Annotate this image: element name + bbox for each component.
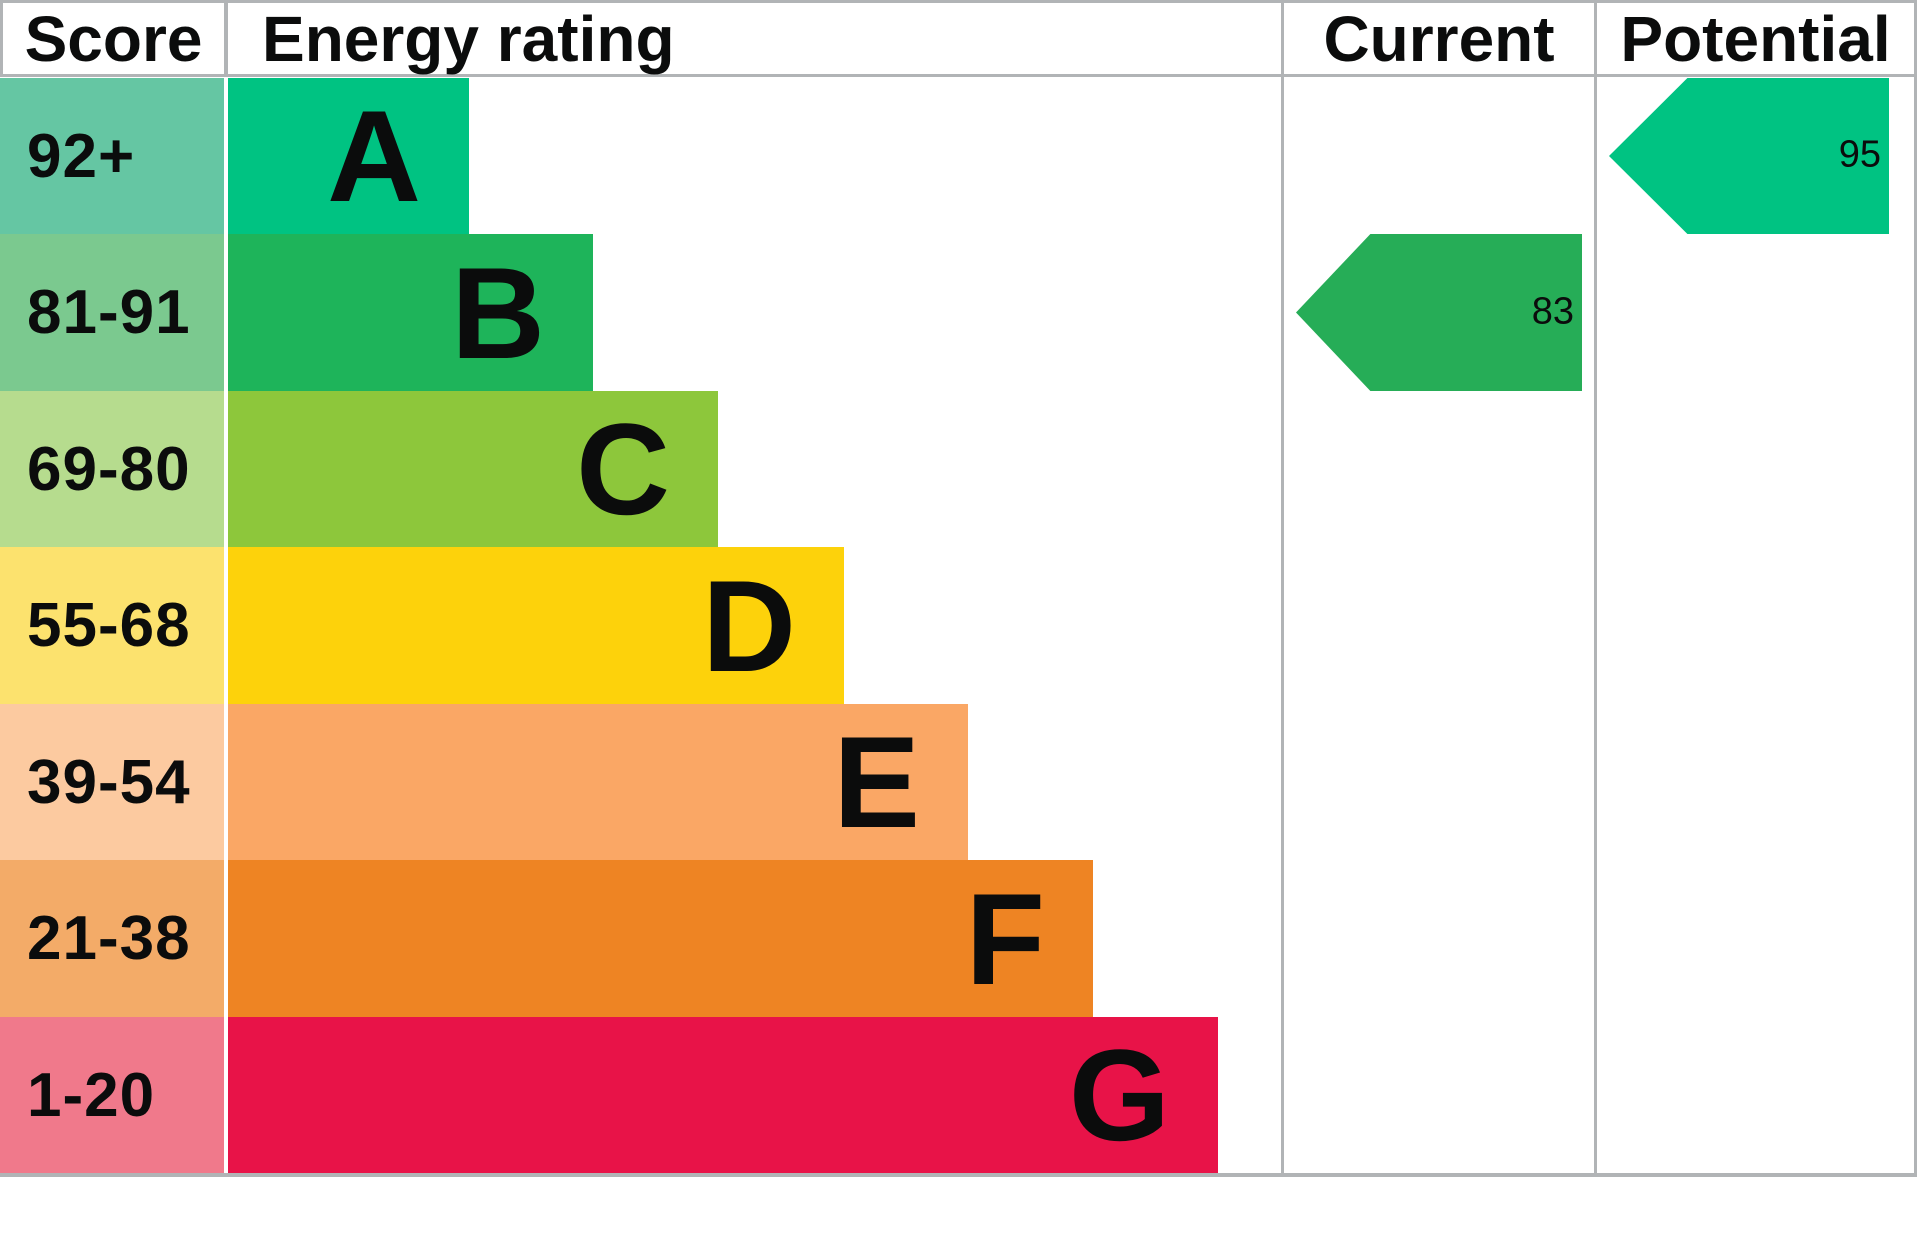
potential-column-header: Potential	[1597, 0, 1914, 77]
score-cell-a: 92+	[0, 78, 224, 234]
score-cell-c: 69-80	[0, 391, 224, 547]
band-letter: B	[451, 239, 545, 386]
band-bar-f: F	[228, 860, 1093, 1017]
energy-rating-column-header: Energy rating	[228, 0, 1312, 77]
chart-bottom-line	[0, 1173, 1917, 1177]
band-letter: A	[327, 83, 421, 229]
score-header-label: Score	[24, 2, 203, 75]
band-bar-b: B	[228, 234, 593, 391]
top-border-line	[0, 0, 1917, 3]
potential-rating-arrow: 95	[1609, 78, 1889, 234]
score-column-divider	[224, 0, 228, 77]
current-column-header: Current	[1284, 0, 1594, 77]
score-range-label: 1-20	[27, 1060, 156, 1130]
right-border-line	[1914, 0, 1917, 1177]
score-range-label: 69-80	[27, 434, 191, 504]
score-range-label: 39-54	[27, 747, 191, 817]
band-letter: F	[965, 865, 1045, 1012]
score-range-label: 81-91	[27, 278, 191, 347]
band-letter: D	[702, 552, 796, 699]
band-bar-e: E	[228, 704, 968, 860]
current-header-label: Current	[1323, 2, 1555, 75]
band-letter: C	[576, 396, 670, 542]
header-bottom-line	[0, 74, 1917, 77]
score-cell-d: 55-68	[0, 547, 224, 704]
band-bar-d: D	[228, 547, 844, 704]
score-cell-g: 1-20	[0, 1017, 224, 1173]
band-letter: G	[1068, 1022, 1170, 1168]
band-letter: E	[833, 709, 920, 855]
score-cell-f: 21-38	[0, 860, 224, 1017]
score-range-label: 92+	[27, 121, 136, 191]
energy-rating-header-label: Energy rating	[262, 2, 675, 75]
potential-column-divider	[1594, 0, 1597, 1177]
current-rating-arrow: 83	[1296, 234, 1582, 391]
current-rating-value: 83	[1531, 290, 1574, 333]
potential-rating-value: 95	[1838, 133, 1881, 176]
score-cell-e: 39-54	[0, 704, 224, 860]
header-left-border	[0, 0, 3, 77]
score-cell-b: 81-91	[0, 234, 224, 391]
potential-header-label: Potential	[1620, 2, 1891, 75]
score-range-label: 55-68	[27, 591, 191, 660]
band-bar-c: C	[228, 391, 718, 547]
score-column-header: Score	[3, 0, 224, 77]
current-column-divider	[1281, 0, 1284, 1177]
score-range-label: 21-38	[27, 904, 191, 973]
band-bar-g: G	[228, 1017, 1218, 1173]
band-bar-a: A	[228, 78, 469, 234]
